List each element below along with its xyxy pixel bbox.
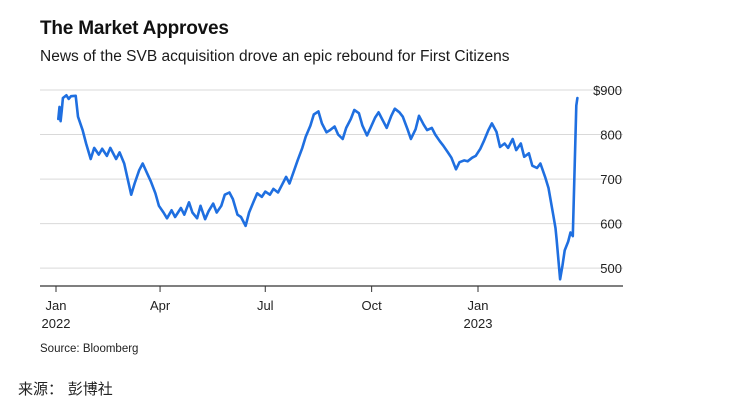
x-tick-label: Oct (362, 298, 383, 313)
source-note: Source: Bloomberg (40, 343, 139, 355)
y-tick-label: 800 (600, 128, 622, 143)
chart-title: The Market Approves (40, 18, 229, 39)
x-tick-year-label: 2023 (464, 316, 493, 331)
x-tick-label: Jan (46, 298, 67, 313)
y-axis-ticks: $900 800 700 600 500 (593, 83, 622, 276)
y-tick-label: 600 (600, 217, 622, 232)
x-tick-label: Jul (257, 298, 274, 313)
y-tick-label: 500 (600, 261, 622, 276)
chart-card (30, 8, 634, 360)
chart-subtitle: News of the SVB acquisition drove an epi… (40, 48, 510, 65)
x-tick-label: Jan (468, 298, 489, 313)
y-tick-label: $900 (593, 83, 622, 98)
caption-text: 来源： 彭博社 (18, 380, 113, 398)
series-line (57, 94, 579, 281)
x-axis: Jan 2022 Apr Jul Oct Jan 2023 (40, 285, 623, 331)
x-tick-label: Apr (150, 298, 171, 313)
x-tick-year-label: 2022 (42, 316, 71, 331)
series-group (57, 94, 579, 281)
y-tick-label: 700 (600, 172, 622, 187)
